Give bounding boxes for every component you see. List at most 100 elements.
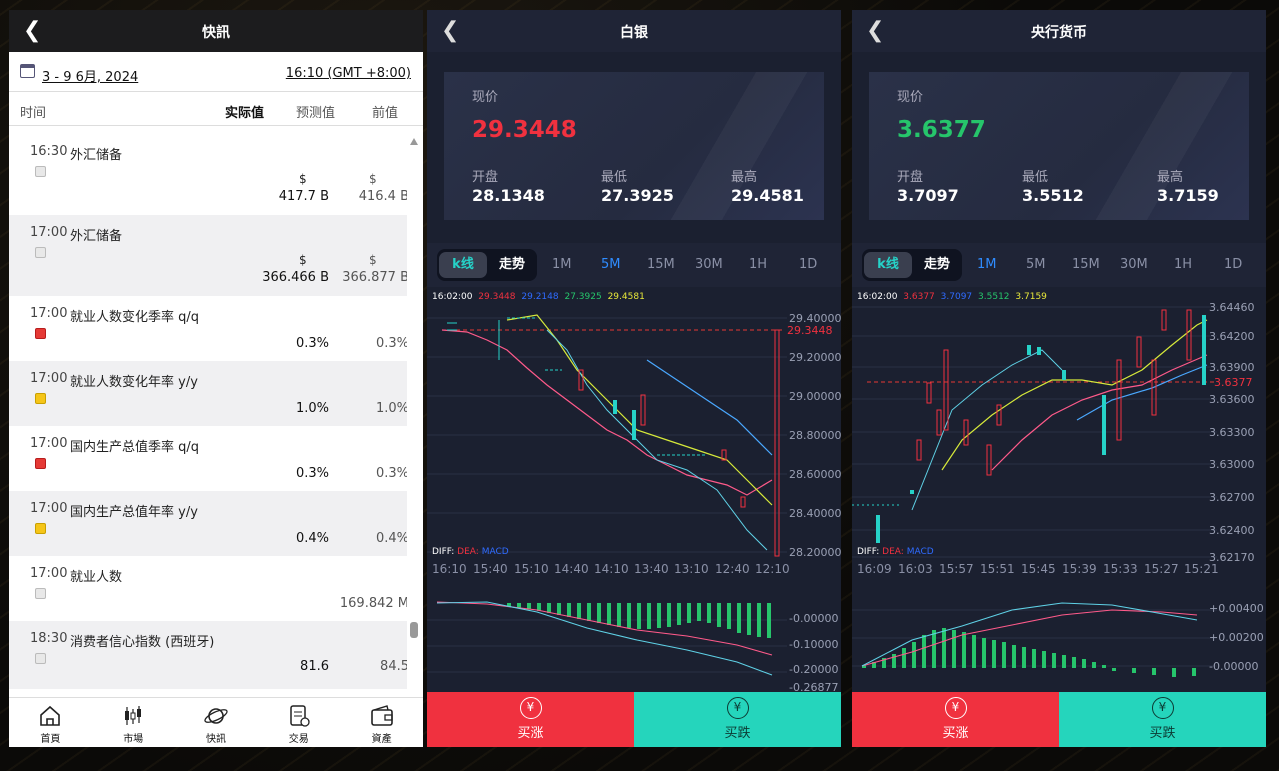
y-tick: 3.62400 [1209,524,1255,537]
kline-chart[interactable]: 16:02:00 29.3448 29.2148 27.3925 29.4581… [427,290,841,694]
macd-tick: -0.20000 [789,663,839,676]
trend-toggle[interactable]: 走势 [923,257,950,272]
current-price: 29.3448 [472,117,577,143]
calendar-icon[interactable] [20,64,35,78]
chart-mode-toggle[interactable]: k线 走势 [862,249,962,281]
card-decoration [654,72,824,220]
low-value: 3.5512 [1022,186,1084,205]
timeframe-1h[interactable]: 1H [1174,257,1193,272]
y-tick: 29.20000 [789,351,841,364]
buy-down-button[interactable]: ¥ 买跌 [1059,692,1266,747]
legend-value-1: 3.6377 [903,292,935,302]
current-price-label: 现价 [897,90,924,105]
list-item[interactable]: 17:00 就业人数 169.842 M [9,556,407,621]
previous-value: 366.877 B [342,270,407,285]
previous-value: 0.4% [375,531,407,546]
back-icon[interactable]: ❮ [866,18,885,43]
back-icon[interactable]: ❮ [441,18,460,43]
home-icon [40,705,61,726]
timeframe-1m[interactable]: 1M [977,257,997,272]
tab-market[interactable]: 市場 [92,698,175,747]
list-item[interactable]: 17:00 国内生产总值季率 q/q 0.3% 0.3% [9,426,407,491]
actual-value: 0.3% [295,336,329,351]
item-name: 外汇储备 [70,148,123,163]
news-list[interactable]: 16:30 外汇储备 $ 417.7 B $ 416.4 B 17:00 外汇储… [9,134,407,689]
x-tick: 16:10 [432,562,467,576]
actual-currency: $ [299,172,307,186]
silver-header: ❮ 白银 [427,10,841,52]
date-range-link[interactable]: 3 - 9 6月, 2024 [42,70,139,85]
diff-label: DIFF: [432,547,455,557]
scrollbar[interactable] [409,138,419,693]
list-item[interactable]: 17:00 就业人数变化季率 q/q 0.3% 0.3% [9,296,407,361]
timeframe-5m[interactable]: 5M [601,257,621,272]
timeframe-30m[interactable]: 30M [695,257,723,272]
kline-toggle[interactable]: k线 [864,252,912,278]
x-tick: 16:03 [898,562,933,576]
kline-chart[interactable]: 16:02:00 3.6377 3.7097 3.5512 3.7159 DIF… [852,290,1266,690]
item-name: 就业人数变化季率 q/q [70,310,200,325]
timeframe-1h[interactable]: 1H [749,257,768,272]
list-item[interactable]: 17:00 国内生产总值年率 y/y 0.4% 0.4% [9,491,407,556]
previous-value: 0.3% [375,336,407,351]
buy-up-button[interactable]: ¥ 买涨 [427,692,634,747]
tab-label: 資產 [371,734,392,745]
legend-value-2: 3.7097 [940,292,973,302]
macd-tick: -0.00000 [789,612,839,625]
list-item[interactable]: 17:00 外汇储备 $ 366.466 B $ 366.877 B [9,215,407,296]
tab-trade[interactable]: 交易 [257,698,340,747]
y-tick: 3.63900 [1209,361,1255,374]
list-item[interactable]: 18:30 消费者信心指数 (西班牙) 81.6 84.5 [9,621,407,689]
open-label: 开盘 [897,170,924,185]
importance-indicator [35,458,46,469]
item-name: 就业人数 [70,570,123,585]
timeframe-1m[interactable]: 1M [552,257,572,272]
macd-label: MACD [906,547,934,557]
list-item[interactable]: 16:30 外汇储备 $ 417.7 B $ 416.4 B [9,134,407,215]
tab-assets[interactable]: 資產 [340,698,423,747]
previous-value: 84.5 [380,659,407,674]
buy-up-label: 买涨 [942,726,969,741]
dea-label: DEA: [457,547,479,557]
y-tick: 3.62700 [1209,491,1255,504]
kline-svg [427,314,787,676]
buy-up-button[interactable]: ¥ 买涨 [852,692,1059,747]
list-item[interactable]: 17:00 就业人数变化年率 y/y 1.0% 1.0% [9,361,407,426]
timeframe-15m[interactable]: 15M [647,257,675,272]
item-time: 17:00 [30,566,68,581]
y-tick: 3.62170 [1209,551,1255,564]
yen-coin-icon: ¥ [726,697,749,719]
y-tick: 28.60000 [789,468,841,481]
timeframe-1d[interactable]: 1D [799,257,818,272]
price-card: 现价 3.6377 开盘 最低 最高 3.7097 3.5512 3.7159 [869,72,1249,220]
timezone-link[interactable]: 16:10 (GMT +8:00) [285,66,411,81]
tab-home[interactable]: 首頁 [9,698,92,747]
x-tick: 15:10 [514,562,549,576]
buy-down-button[interactable]: ¥ 买跌 [634,692,841,747]
legend-value-2: 29.2148 [521,292,559,302]
tab-news[interactable]: 快訊 [175,698,258,747]
kline-toggle[interactable]: k线 [439,252,487,278]
high-value: 3.7159 [1157,186,1219,205]
scroll-up-icon[interactable] [410,138,418,145]
y-tick: 3.64460 [1209,301,1255,314]
scroll-thumb[interactable] [410,622,418,638]
candles [852,309,1206,543]
importance-indicator [35,523,46,534]
timeframe-1d[interactable]: 1D [1224,257,1243,272]
timeframe-5m[interactable]: 5M [1026,257,1046,272]
chart-mode-toggle[interactable]: k线 走势 [437,249,537,281]
timeframe-30m[interactable]: 30M [1120,257,1148,272]
x-tick: 14:10 [594,562,629,576]
x-tick: 15:51 [980,562,1015,576]
news-header: ❮ 快訊 [9,10,423,52]
card-decoration [1079,72,1249,220]
timeframe-15m[interactable]: 15M [1072,257,1100,272]
legend-value-3: 3.5512 [978,292,1010,302]
actual-value: 417.7 B [278,189,329,204]
macd-tick: -0.10000 [789,638,839,651]
news-panel: ❮ 快訊 3 - 9 6月, 2024 16:10 (GMT +8:00) 时间… [9,10,423,747]
back-icon[interactable]: ❮ [23,18,42,43]
trend-toggle[interactable]: 走势 [498,257,525,272]
buy-down-label: 买跌 [724,726,751,741]
